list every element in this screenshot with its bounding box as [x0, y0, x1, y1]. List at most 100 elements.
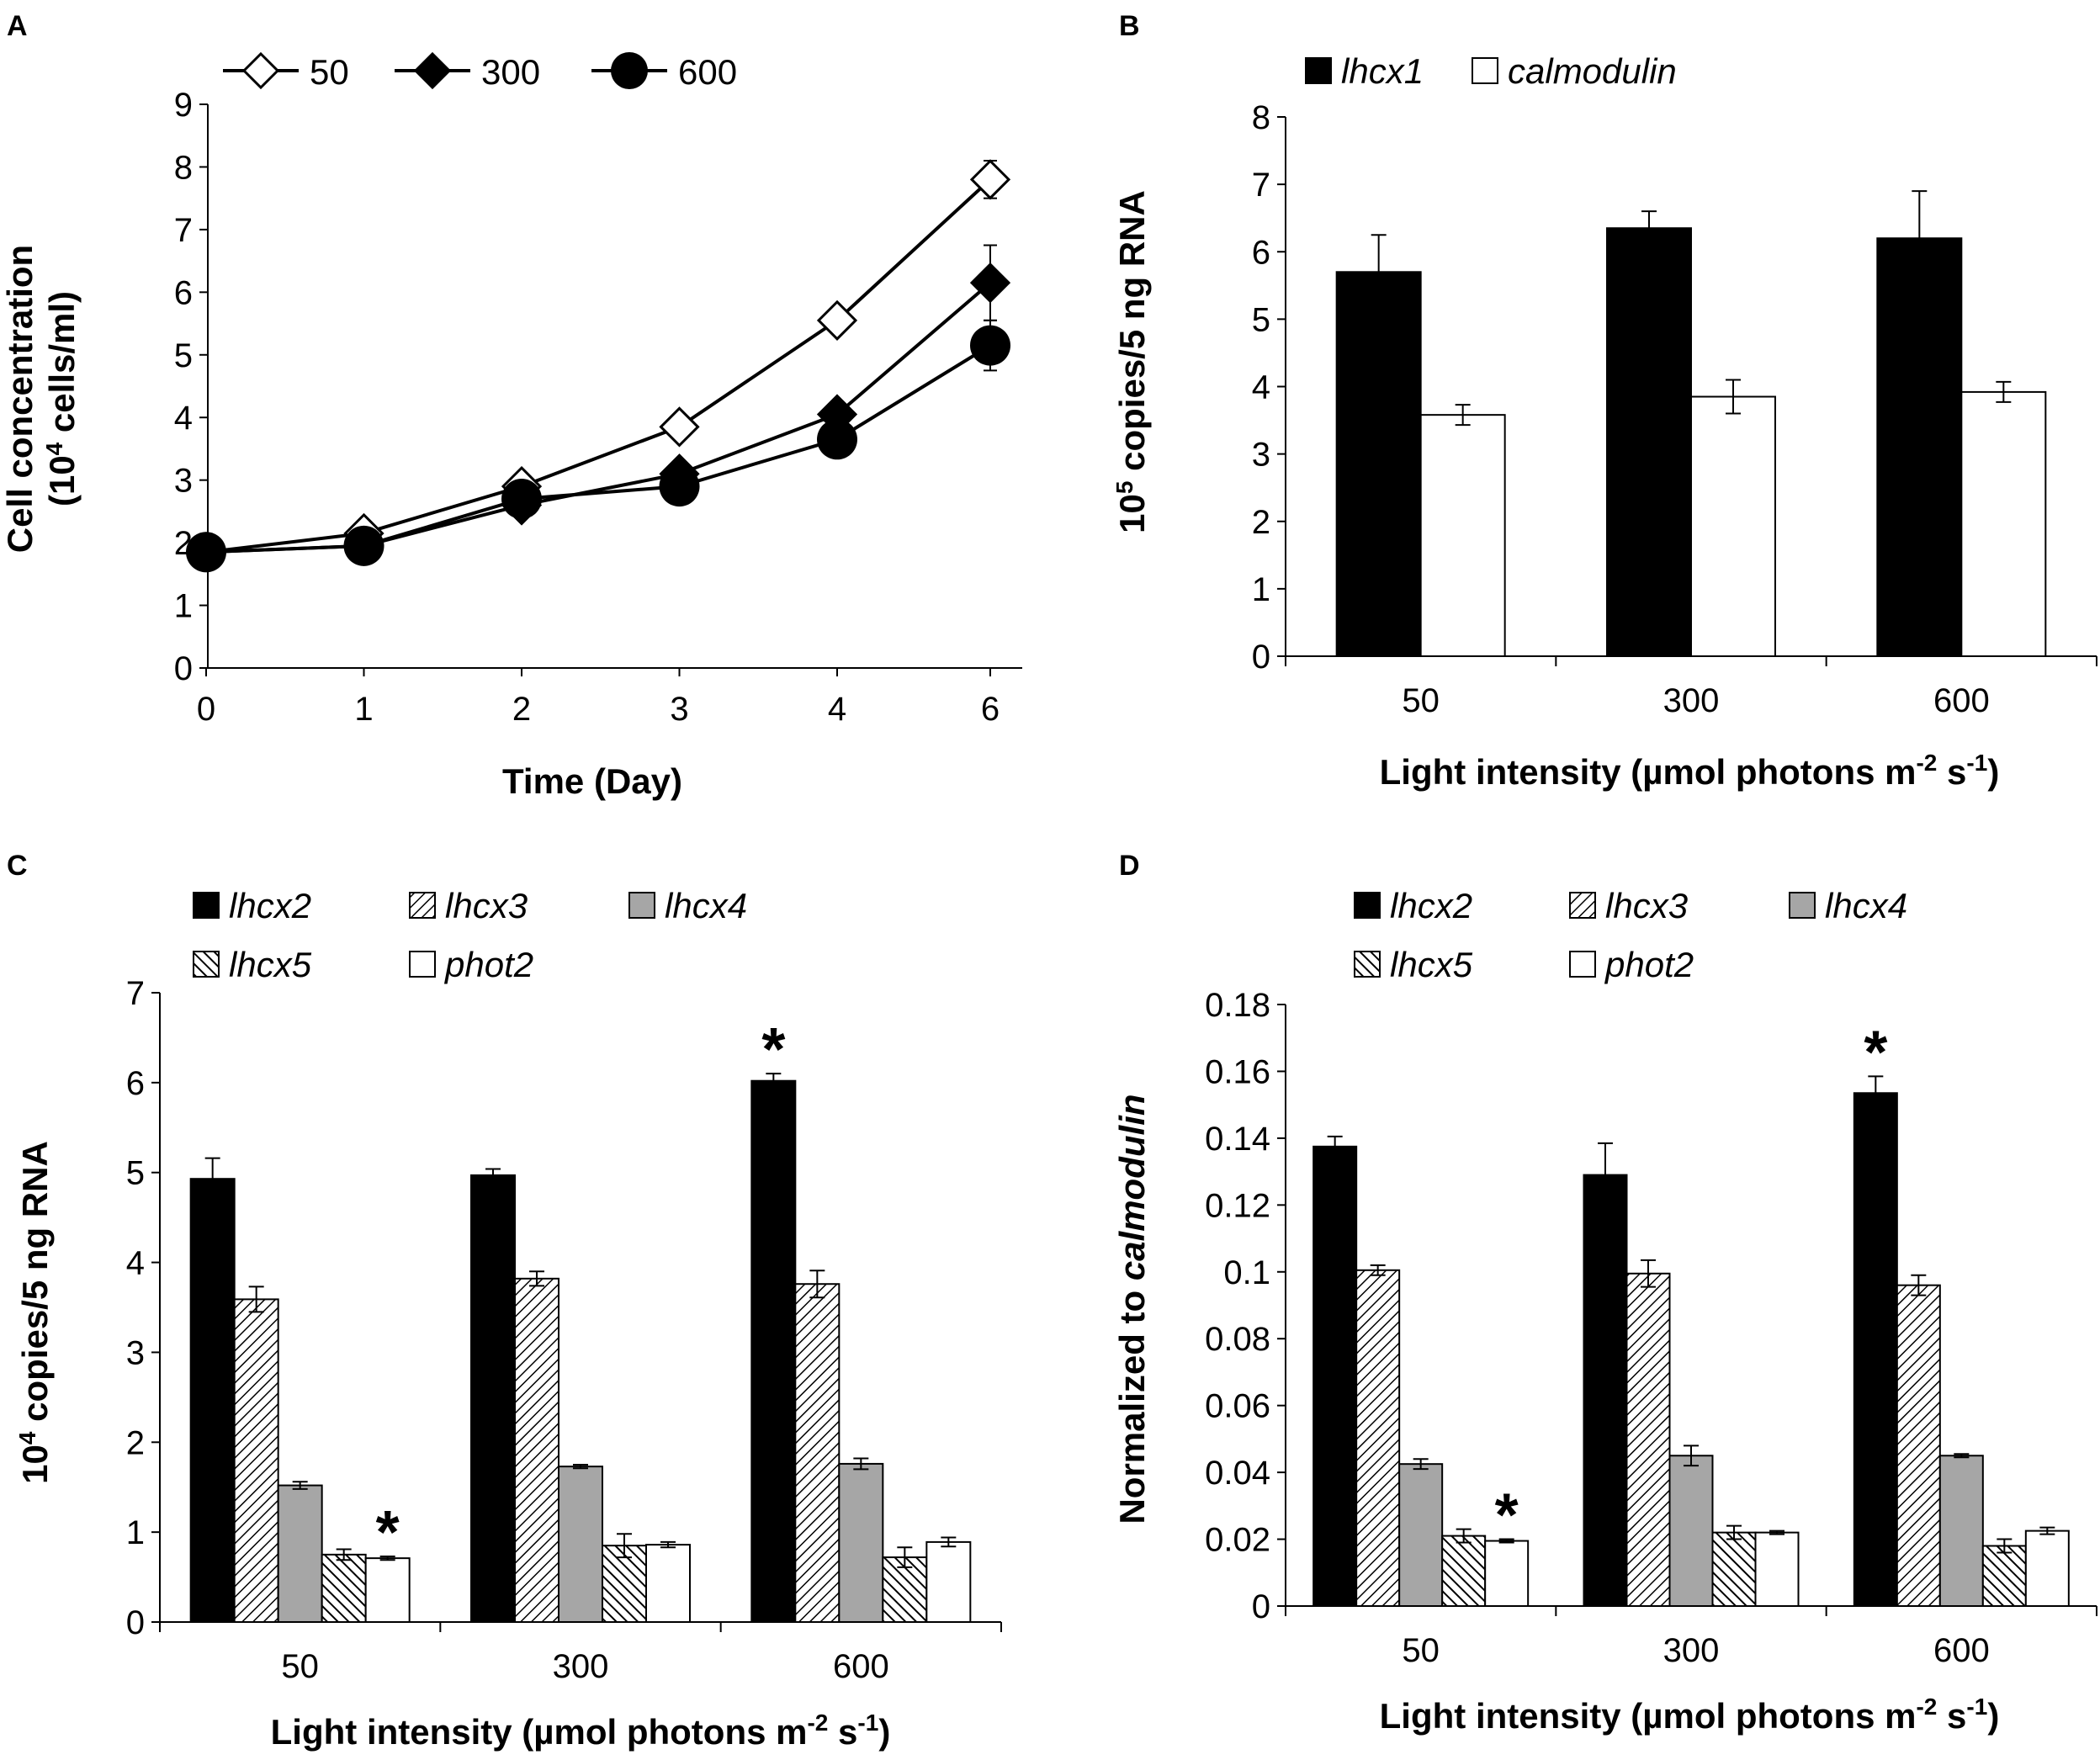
bar-lhcx3-300 [514, 1277, 559, 1623]
data-point-600 [343, 525, 384, 566]
legend-swatch-lhcx5 [193, 951, 220, 978]
panel-d-y-tick-label: 0.04 [1205, 1455, 1270, 1492]
bar-calmodulin-300 [1690, 395, 1776, 657]
panel-b-y-tick-label: 8 [1252, 99, 1270, 136]
data-point-600 [501, 479, 542, 519]
panel-c-x-tick-label: 300 [553, 1648, 609, 1685]
legend-label-phot2: phot2 [1604, 945, 1694, 984]
panel-d-y-tick-label: 0.14 [1205, 1121, 1270, 1158]
panel-d-y-tick-label: 0.18 [1205, 987, 1270, 1024]
panel-d-y-tick-label: 0.16 [1205, 1053, 1270, 1090]
series-line-600 [205, 343, 992, 554]
panel-a-y-tick-label: 5 [174, 337, 193, 374]
bar-lhcx5-600 [882, 1556, 928, 1624]
panel-b-x-tick-label: 300 [1663, 682, 1720, 719]
panel-d-x-title: Light intensity (µmol photons m-2 s-1) [1380, 1694, 2000, 1736]
significance-star: * [376, 1499, 400, 1567]
data-point-600 [817, 419, 857, 460]
legend-marker-50 [241, 51, 280, 90]
panel-c-x-tick-label: 50 [281, 1648, 319, 1685]
panel-b-bar-chart: lhcx1 calmodulin 0 1 2 3 4 5 6 7 8 50 300 600 Light … [1111, 51, 2097, 792]
panel-c-y-tick-label: 0 [126, 1604, 145, 1641]
panel-a-y-tick-label: 9 [174, 87, 193, 124]
bar-lhcx3-600 [794, 1283, 841, 1624]
bar-lhcx5-50 [1441, 1535, 1487, 1608]
legend-marker-300 [413, 51, 452, 90]
panel-a-x-tick-label: 1 [354, 691, 373, 728]
panel-d-marks: ** [1312, 1019, 2070, 1608]
legend-swatch-calmodulin [1472, 57, 1498, 84]
panel-b-y-tick-label: 4 [1252, 369, 1270, 406]
panel-b-y-tick-label: 1 [1252, 571, 1270, 608]
data-point-300 [969, 262, 1011, 304]
bar-lhcx4-50 [1398, 1463, 1444, 1607]
panel-d-y-tick-label: 0 [1252, 1588, 1270, 1625]
bar-lhcx2-300 [1583, 1174, 1628, 1608]
panel-c-y-tick-label: 2 [126, 1424, 145, 1461]
panel-a-y-tick-label: 3 [174, 463, 193, 500]
bar-lhcx4-300 [558, 1466, 603, 1623]
panel-a-y-tick-label: 8 [174, 149, 193, 186]
bar-phot2-600 [2024, 1529, 2070, 1607]
legend-label-lhcx1: lhcx1 [1341, 51, 1424, 91]
legend-label-calmodulin: calmodulin [1508, 51, 1677, 91]
panel-c-y-tick-label: 4 [126, 1245, 145, 1282]
panel-c-marks: ** [189, 1016, 972, 1624]
panel-a-x-tick-label: 0 [197, 691, 215, 728]
panel-a-x-title: Time (Day) [502, 761, 682, 801]
bar-lhcx5-600 [1981, 1545, 2027, 1607]
data-point-50 [816, 300, 858, 341]
panel-d-y-tick-label: 0.08 [1205, 1321, 1270, 1358]
panel-b-y-title: 105 copies/5 ng RNA [1111, 190, 1152, 533]
panel-d-y-tick-label: 0.02 [1205, 1522, 1270, 1559]
legend-swatch-lhcx4 [628, 892, 655, 919]
legend-label-lhcx3: lhcx3 [445, 886, 528, 925]
panel-a-x-tick-label: 4 [828, 691, 846, 728]
panel-a-marks [185, 159, 1011, 573]
bar-phot2-600 [925, 1540, 972, 1623]
panel-b-x-title: Light intensity (µmol photons m-2 s-1) [1380, 750, 2000, 792]
data-point-50 [969, 159, 1011, 200]
panel-c-legend: lhcx2 lhcx3 lhcx4 lhcx5 phot2 [193, 886, 747, 984]
series-line-50 [205, 178, 992, 554]
legend-marker-600 [611, 52, 648, 89]
panel-d-y-title: Normalized to calmodulin [1112, 1094, 1152, 1524]
bar-lhcx2-600 [750, 1079, 797, 1623]
panel-b-y-tick-label: 3 [1252, 437, 1270, 474]
panel-b-y-tick-label: 6 [1252, 234, 1270, 271]
bar-phot2-50 [1484, 1540, 1530, 1607]
legend-label-600: 600 [678, 52, 737, 92]
significance-star: * [1864, 1019, 1887, 1086]
panel-c-y-tick-label: 7 [126, 975, 145, 1012]
legend-label-lhcx5: lhcx5 [229, 945, 312, 984]
panel-b-marks [1335, 190, 2047, 657]
bar-lhcx2-50 [1312, 1145, 1358, 1607]
panel-letter-a: A [7, 10, 28, 42]
bar-lhcx5-50 [321, 1553, 367, 1624]
data-point-600 [659, 466, 700, 507]
panel-c-x-title: Light intensity (µmol photons m-2 s-1) [271, 1710, 891, 1752]
panel-c-x-tick-label: 600 [833, 1648, 889, 1685]
panel-b-axes: 0 1 2 3 4 5 6 7 8 50 300 600 [1252, 99, 2097, 719]
bar-phot2-300 [1754, 1531, 1800, 1607]
legend-label-lhcx5: lhcx5 [1390, 945, 1473, 984]
panel-d-x-tick-label: 300 [1663, 1632, 1720, 1669]
bar-phot2-50 [364, 1557, 411, 1624]
panel-a-x-tick-label: 3 [670, 691, 688, 728]
legend-swatch-lhcx3 [409, 892, 436, 919]
legend-swatch-lhcx2 [193, 892, 220, 919]
panel-b-x-tick-label: 600 [1933, 682, 1990, 719]
panel-d-x-tick-label: 600 [1933, 1632, 1990, 1669]
panel-a-y-tick-label: 6 [174, 274, 193, 311]
bar-phot2-300 [645, 1544, 691, 1624]
legend-label-phot2: phot2 [443, 945, 533, 984]
bar-lhcx4-50 [277, 1484, 323, 1623]
bar-lhcx4-600 [838, 1462, 884, 1623]
panel-a-x-tick-label: 6 [981, 691, 1000, 728]
panel-d-x-tick-label: 50 [1402, 1632, 1440, 1669]
panel-letter-d: D [1119, 850, 1140, 882]
